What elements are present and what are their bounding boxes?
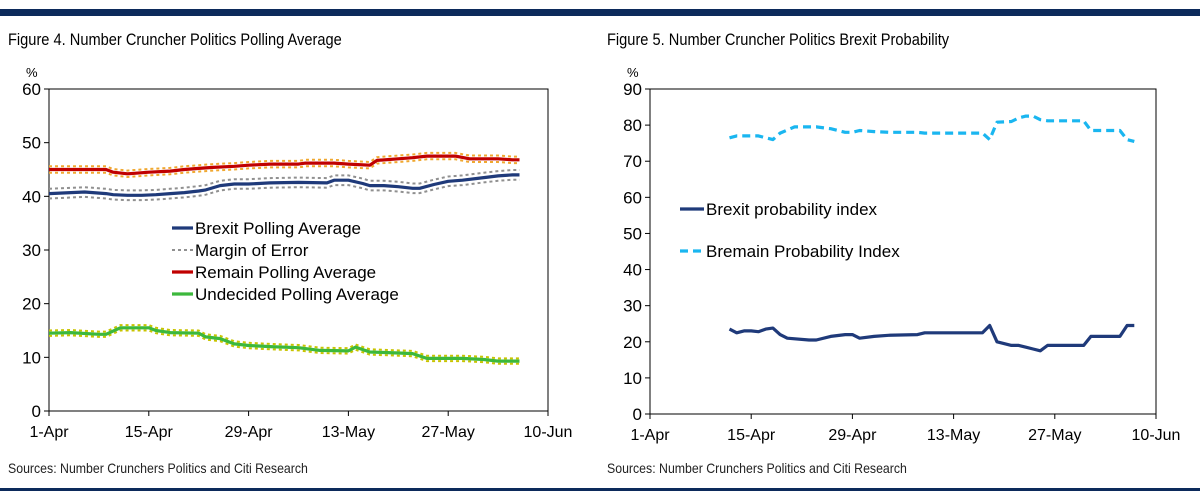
fig5-legend-label: Bremain Probability Index — [706, 242, 900, 261]
fig4-legend-label: Margin of Error — [195, 241, 309, 260]
figure-5-chart: 0 10 20 30 40 50 60 70 80 90 1-Apr 15-Apr 29-Apr 13-M… — [623, 65, 1181, 444]
fig4-legend-label: Undecided Polling Average — [195, 285, 399, 304]
fig4-legend-label: Brexit Polling Average — [195, 219, 361, 238]
fig4-x-tick-label: 27-May — [422, 424, 475, 441]
fig4-y-tick-label: 30 — [22, 241, 41, 260]
fig4-y-tick-label: 10 — [22, 348, 41, 367]
fig5-y-tick-label: 70 — [623, 152, 642, 171]
fig4-y-tick-label: 40 — [22, 187, 41, 206]
fig5-plot-frame — [649, 88, 1157, 415]
undecided-polling-average-line — [48, 326, 520, 363]
fig4-x-tick-label: 15-Apr — [125, 424, 174, 441]
fig5-legend-label: Brexit probability index — [706, 200, 878, 219]
fig5-x-tick-label: 10-Jun — [1132, 427, 1181, 444]
fig5-y-tick-label: 20 — [623, 333, 642, 352]
bottom-rule — [0, 488, 1200, 491]
fig4-x-tick-label: 1-Apr — [29, 424, 69, 441]
figure-4-title: Figure 4. Number Cruncher Politics Polli… — [8, 30, 342, 49]
fig4-x-tick-label: 10-Jun — [524, 424, 573, 441]
fig4-x-tick-label: 13-May — [322, 424, 375, 441]
fig5-y-tick-label: 0 — [633, 405, 642, 424]
fig5-y-tick-label: 10 — [623, 369, 642, 388]
fig4-y-tick-label: 0 — [32, 402, 41, 421]
fig4-y-unit-label: % — [26, 65, 38, 80]
brexit-polling-average-line — [48, 173, 520, 197]
fig5-x-tick-label: 27-May — [1028, 427, 1081, 444]
fig5-x-tick-label: 1-Apr — [630, 427, 670, 444]
bremain-probability-index-line — [729, 114, 1135, 143]
figure-4-chart: 0 10 20 30 40 50 60 1-Apr 15-Apr 29-Apr 13-May 27-M… — [22, 65, 573, 441]
fig5-y-tick-label: 80 — [623, 116, 642, 135]
fig5-y-tick-label: 40 — [623, 261, 642, 280]
figure-5-title: Figure 5. Number Cruncher Politics Brexi… — [607, 30, 950, 49]
fig4-x-tick-label: 29-Apr — [225, 424, 274, 441]
fig4-y-tick-label: 60 — [22, 80, 41, 99]
remain-polling-average-line — [49, 154, 520, 176]
fig5-x-tick-label: 15-Apr — [727, 427, 776, 444]
fig5-y-tick-label: 90 — [623, 80, 642, 99]
fig4-y-tick-label: 20 — [22, 295, 41, 314]
brexit-polling-average-upper-bound — [48, 169, 520, 192]
remain-polling-average-lower-bound — [49, 158, 520, 179]
fig5-y-unit-label: % — [627, 65, 639, 80]
fig5-y-tick-label: 50 — [623, 224, 642, 243]
figure-5-source: Sources: Number Crunchers Politics and C… — [607, 460, 907, 476]
figure-4-source: Sources: Number Crunchers Politics and C… — [8, 460, 308, 476]
fig5-y-tick-label: 60 — [623, 188, 642, 207]
brexit-polling-average-lower-bound — [48, 178, 520, 202]
fig5-x-tick-label: 13-May — [927, 427, 980, 444]
fig4-legend-label: Remain Polling Average — [195, 263, 376, 282]
undecided-polling-average-lower-bound — [48, 329, 520, 365]
top-rule — [0, 9, 1200, 16]
fig5-x-tick-label: 29-Apr — [828, 427, 877, 444]
fig5-y-tick-label: 30 — [623, 297, 642, 316]
fig4-y-tick-label: 50 — [22, 134, 41, 153]
remain-polling-average-upper-bound — [49, 151, 520, 172]
brexit-probability-index-line — [728, 323, 1135, 353]
